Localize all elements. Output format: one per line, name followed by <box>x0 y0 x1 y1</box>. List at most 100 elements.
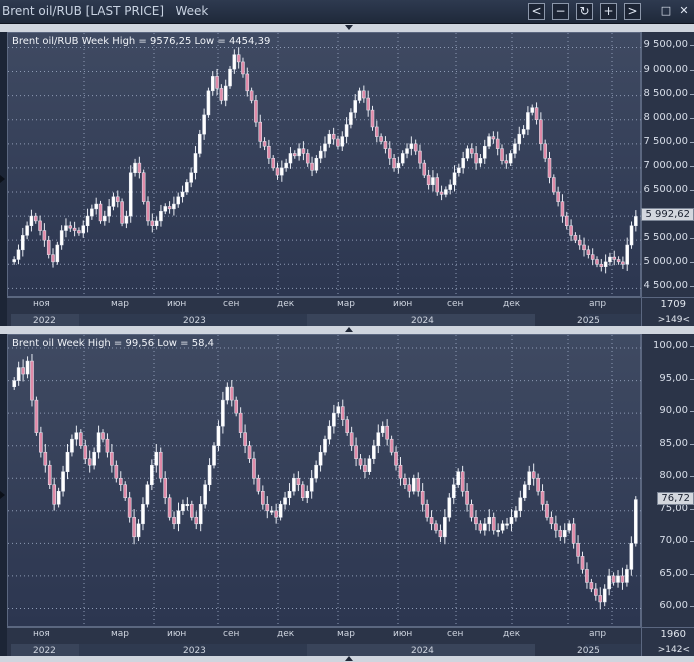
bar-count-box[interactable]: 1709 >149< <box>641 297 694 326</box>
candle <box>469 499 474 522</box>
time-axis[interactable]: ноя мар июн сен дек мар июн сен дек апр 2022 2023 20… <box>7 627 641 656</box>
candle-body <box>549 517 554 525</box>
candle-body <box>413 143 418 152</box>
candle-body <box>457 167 461 173</box>
candle-body <box>280 167 284 176</box>
price-tick-label: 85,00 <box>659 437 694 449</box>
zoom-in-button[interactable]: + <box>600 3 617 20</box>
candle-body <box>212 445 216 466</box>
candle-body <box>154 220 159 226</box>
candle-body <box>47 464 52 486</box>
price-plot[interactable]: Brent oil/RUB Week High = 9576,25 Low = … <box>7 32 642 298</box>
scroll-left-button[interactable]: < <box>528 3 545 20</box>
candle-body <box>159 211 163 222</box>
candle-body <box>287 491 292 499</box>
candle <box>29 209 34 232</box>
candle-body <box>61 471 65 492</box>
candle <box>74 425 79 446</box>
candle-body <box>565 215 569 226</box>
year-band <box>79 644 307 656</box>
candle <box>625 564 629 587</box>
candle <box>491 131 496 144</box>
candle-body <box>594 588 598 596</box>
candle <box>141 497 145 531</box>
candle-body <box>340 406 345 420</box>
candle-body <box>216 425 221 446</box>
candle-body <box>500 523 505 531</box>
zoom-out-button[interactable]: − <box>552 3 569 20</box>
candle-body <box>249 90 254 101</box>
candle <box>530 104 534 116</box>
candle-body <box>571 523 576 544</box>
top-splitter[interactable] <box>0 24 694 32</box>
candle-body <box>284 162 288 169</box>
collapse-down-icon <box>345 25 353 30</box>
candle-body <box>372 445 376 459</box>
candle <box>258 114 263 149</box>
candle-body <box>625 569 629 583</box>
candle <box>513 138 517 159</box>
candle <box>25 221 29 240</box>
candle <box>68 221 73 232</box>
candle <box>189 167 193 188</box>
candle-body <box>491 517 496 531</box>
candle <box>229 380 234 407</box>
candle <box>612 250 617 266</box>
close-button[interactable]: ✕ <box>677 4 691 18</box>
price-plot[interactable]: Brent oil Week High = 99,56 Low = 58,4 <box>7 334 642 628</box>
visible-range-nav[interactable]: >142< <box>657 645 690 655</box>
candle <box>595 256 599 268</box>
candle-body <box>474 153 478 164</box>
candle <box>634 210 638 232</box>
candle <box>72 221 77 237</box>
candle <box>521 125 526 138</box>
candle-body <box>203 484 207 505</box>
candle-body <box>540 491 545 505</box>
candle <box>116 190 120 208</box>
bottom-splitter[interactable] <box>0 656 694 662</box>
price-axis[interactable]: 100,00 95,00 90,00 85,00 80,00 75,00 70,00 65,0… <box>641 334 694 627</box>
candle <box>447 493 452 522</box>
candle-body <box>344 124 349 137</box>
candle <box>425 499 429 522</box>
time-axis[interactable]: ноя мар июн сен дек мар июн сен дек апр 2022 2023 20… <box>7 297 641 326</box>
candle <box>327 129 332 148</box>
refresh-button[interactable]: ↻ <box>576 3 593 20</box>
candle-body <box>301 148 306 154</box>
candle <box>556 186 560 207</box>
candle-body <box>228 68 232 87</box>
candle <box>562 523 567 544</box>
candle-body <box>145 484 150 505</box>
candle-body <box>482 145 487 159</box>
candle-body <box>331 133 336 140</box>
maximize-button[interactable]: □ <box>659 4 673 18</box>
candle-body <box>172 203 176 210</box>
middle-splitter[interactable] <box>0 326 694 334</box>
price-axis[interactable]: 9 500,00 9 000,00 8 500,00 8 000,00 7 500,00… <box>641 32 694 297</box>
candle-body <box>470 148 474 154</box>
candle-body <box>560 201 565 217</box>
candle-body <box>278 504 283 518</box>
candle-body <box>539 119 543 145</box>
candle-body <box>383 141 388 149</box>
candle <box>549 511 554 530</box>
candle-body <box>128 172 133 217</box>
scroll-right-button[interactable]: > <box>624 3 641 20</box>
candle-body <box>254 100 258 123</box>
month-tick-label: апр <box>589 299 607 309</box>
candle <box>176 502 181 532</box>
candle-body <box>474 517 478 525</box>
price-tick-label: 6 500,00 <box>643 184 694 195</box>
year-tick-label: 2025 <box>577 646 600 656</box>
candle-body <box>232 54 237 70</box>
candle-body <box>98 203 103 222</box>
candle <box>483 517 487 536</box>
candle-body <box>25 360 30 375</box>
year-tick-label: 2022 <box>33 646 56 656</box>
candle <box>560 194 565 223</box>
visible-range-nav[interactable]: >149< <box>657 315 690 325</box>
candle-body <box>202 114 206 135</box>
candle-body <box>460 471 465 492</box>
bar-count-box[interactable]: 1960 >142< <box>641 627 694 656</box>
price-tick-label: 8 500,00 <box>643 87 694 99</box>
